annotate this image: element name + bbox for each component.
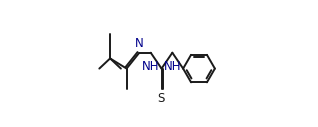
Text: NH: NH bbox=[163, 60, 181, 73]
Text: S: S bbox=[157, 92, 165, 105]
Text: NH: NH bbox=[142, 60, 160, 73]
Text: N: N bbox=[135, 37, 144, 50]
